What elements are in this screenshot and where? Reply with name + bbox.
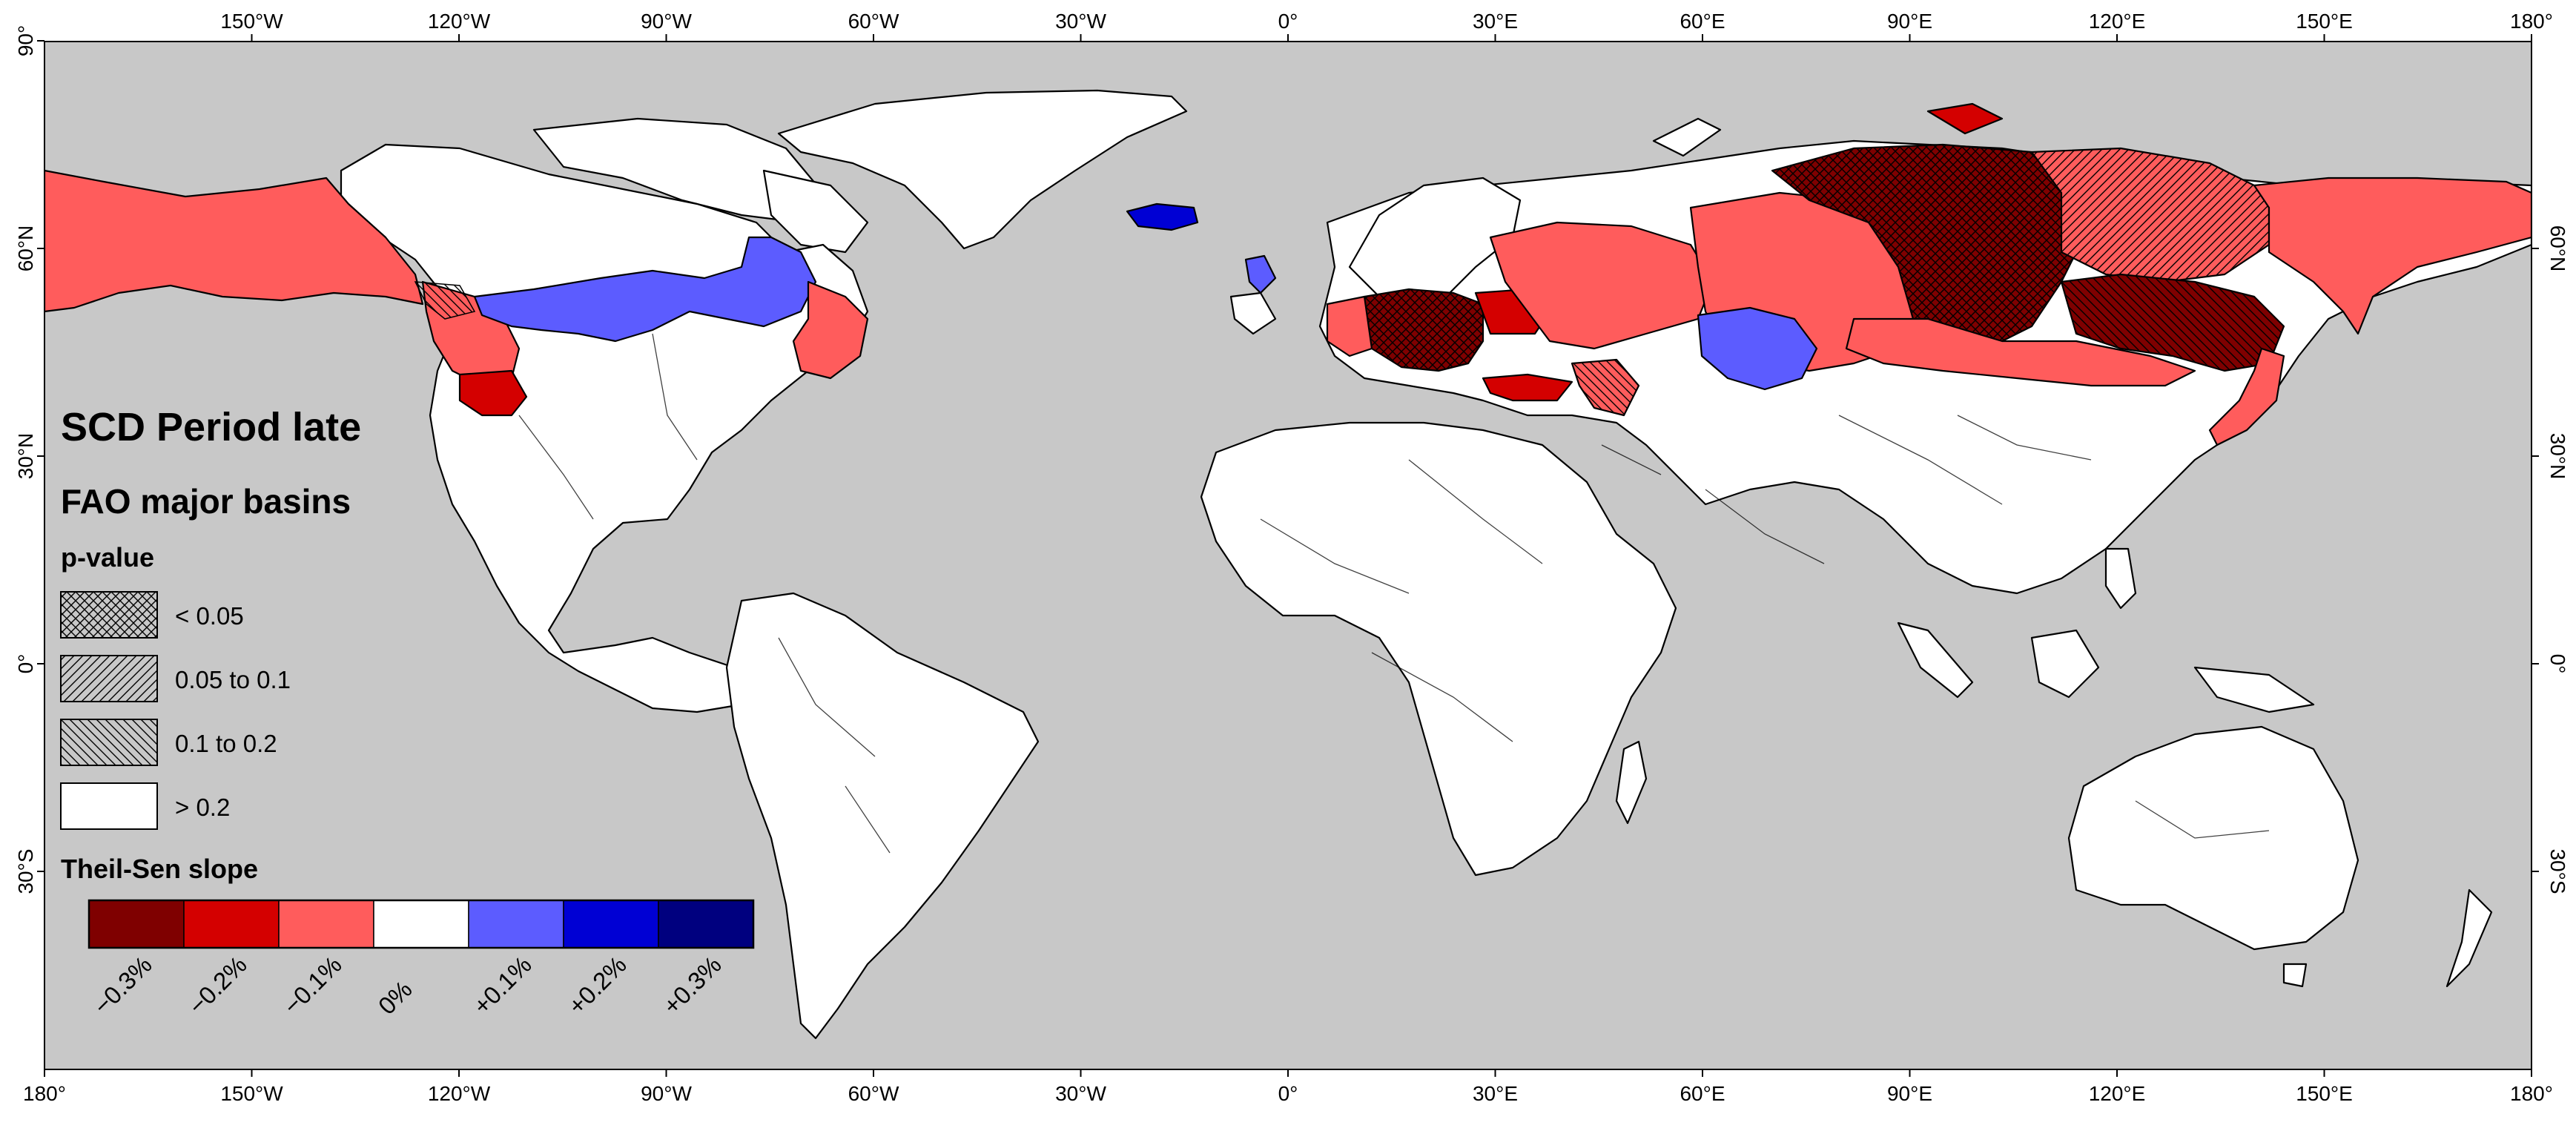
baffin-island [762,169,869,254]
pvalue-label: < 0.05 [175,602,244,630]
bottom-lon-tick-label: 180° [2510,1082,2553,1105]
africa [1200,421,1677,877]
tasmania [2282,963,2308,988]
right-lat-tick-label: 0° [2546,654,2569,674]
slope-legend-title: Theil-Sen slope [61,854,258,884]
slope-bin-swatch [563,900,659,949]
basin-rhine [1326,295,1373,357]
pvalue-legend-item: 0.1 to 0.2 [60,719,277,766]
bottom-lon-tick-label: 90°E [1887,1082,1932,1105]
top-lon-tick-label: 90°W [641,10,692,33]
basin-aral [1697,306,1818,391]
left-lat-tick-label: 30°N [14,433,37,480]
bottom-lon-tick-label: 180° [23,1082,66,1105]
right-lat-tick-label: 30°N [2546,433,2569,480]
top-lon-tick-label: 60°E [1680,10,1725,33]
pvalue-legend-title: p-value [61,542,154,573]
land-layer [44,89,2532,1040]
philippines [2104,547,2137,610]
bottom-lon-tick-label: 120°W [428,1082,491,1105]
left-lat-tick-label: 0° [14,654,37,674]
new-guinea [2193,666,2315,713]
bottom-lon-tick-label: 30°E [1473,1082,1518,1105]
top-lon-tick-label: 90°E [1887,10,1932,33]
bottom-lon-tick-label: 60°W [848,1082,899,1105]
novaya-zemlya [1652,117,1722,157]
severnaya-zemlya [1926,102,2004,135]
pvalue-legend-item: < 0.05 [60,591,244,639]
basin-east-canada [792,280,869,380]
right-lat-tick-label: 60°N [2546,225,2569,272]
basin-boundaries [518,333,2270,854]
slope-bin-swatch [88,900,185,949]
bottom-lon-tick-label: 150°E [2296,1082,2353,1105]
map-title: SCD Period late [61,405,361,449]
top-lon-tick-label: 30°W [1055,10,1106,33]
pattern-swatch-cross [60,591,158,639]
top-lon-tick-label: 120°W [428,10,491,33]
pvalue-label: > 0.2 [175,794,230,821]
top-lon-tick-label: 150°E [2296,10,2353,33]
basin-caucasus-hatch [1572,360,1639,415]
basin-lena-hatch [2032,148,2269,282]
pvalue-label: 0.1 to 0.2 [175,730,277,757]
pattern-swatch-none [60,782,158,830]
basin-volga [1489,221,1714,350]
slope-bin-swatch [468,900,564,949]
basin-mongolia [1845,317,2196,387]
australia [2067,725,2359,951]
basin-alaska [44,169,424,313]
bottom-lon-tick-label: 150°W [220,1082,283,1105]
top-lon-tick-label: 0° [1278,10,1298,33]
basin-turkey [1482,373,1573,402]
greenland [777,89,1188,250]
slope-bin-swatch [373,900,469,949]
iceland [1126,202,1199,231]
top-lon-tick-label: 150°W [220,10,283,33]
basin-mackenzie-nelson [473,236,817,343]
left-lat-tick-label: 30°S [14,848,37,894]
basin-yenisei-hatch [1772,145,2091,356]
basin-danube-hatch [1361,289,1483,371]
basin-uk [1244,254,1277,294]
sumatra [1897,621,1974,699]
slope-colorbar-border [87,899,755,949]
pvalue-legend-item: 0.05 to 0.1 [60,655,291,702]
basin-pacific-nw-hatch [414,281,476,320]
south-america [725,592,1040,1040]
top-lon-tick-label: 120°E [2089,10,2146,33]
right-lat-tick-label: 30°S [2546,848,2569,894]
pattern-swatch-forward [60,655,158,702]
madagascar [1615,740,1648,825]
basin-kolyma [2253,177,2532,335]
bottom-lon-tick-label: 120°E [2089,1082,2146,1105]
slope-bin-swatch [278,900,374,949]
new-zealand [2445,888,2493,988]
japan [2208,347,2285,446]
top-lon-tick-label: 30°E [1473,10,1518,33]
bottom-lon-tick-label: 0° [1278,1082,1298,1105]
borneo [2030,629,2100,699]
basin-colorado [458,369,528,417]
left-lat-tick-label: 60°N [14,225,37,272]
top-lon-tick-label: 180° [2510,10,2553,33]
coordinate-ticks: 150°W 120°W 90°W 60°W 30°W 0° 30°E 60°E 90°E 120°… [14,10,2569,1105]
britain [1229,291,1277,335]
top-lon-tick-label: 60°W [848,10,899,33]
map-subtitle: FAO major basins [61,482,351,521]
basin-amur-hatch [2061,274,2284,371]
bottom-lon-tick-label: 90°W [641,1082,692,1105]
pattern-swatch-backward [60,719,158,766]
pvalue-label: 0.05 to 0.1 [175,666,291,693]
slope-bin-swatch [658,900,754,949]
left-lat-tick-label: 90° [14,25,37,56]
pvalue-legend-item: > 0.2 [60,782,230,830]
bottom-lon-tick-label: 30°W [1055,1082,1106,1105]
slope-bin-swatch [183,900,280,949]
bottom-lon-tick-label: 60°E [1680,1082,1725,1105]
